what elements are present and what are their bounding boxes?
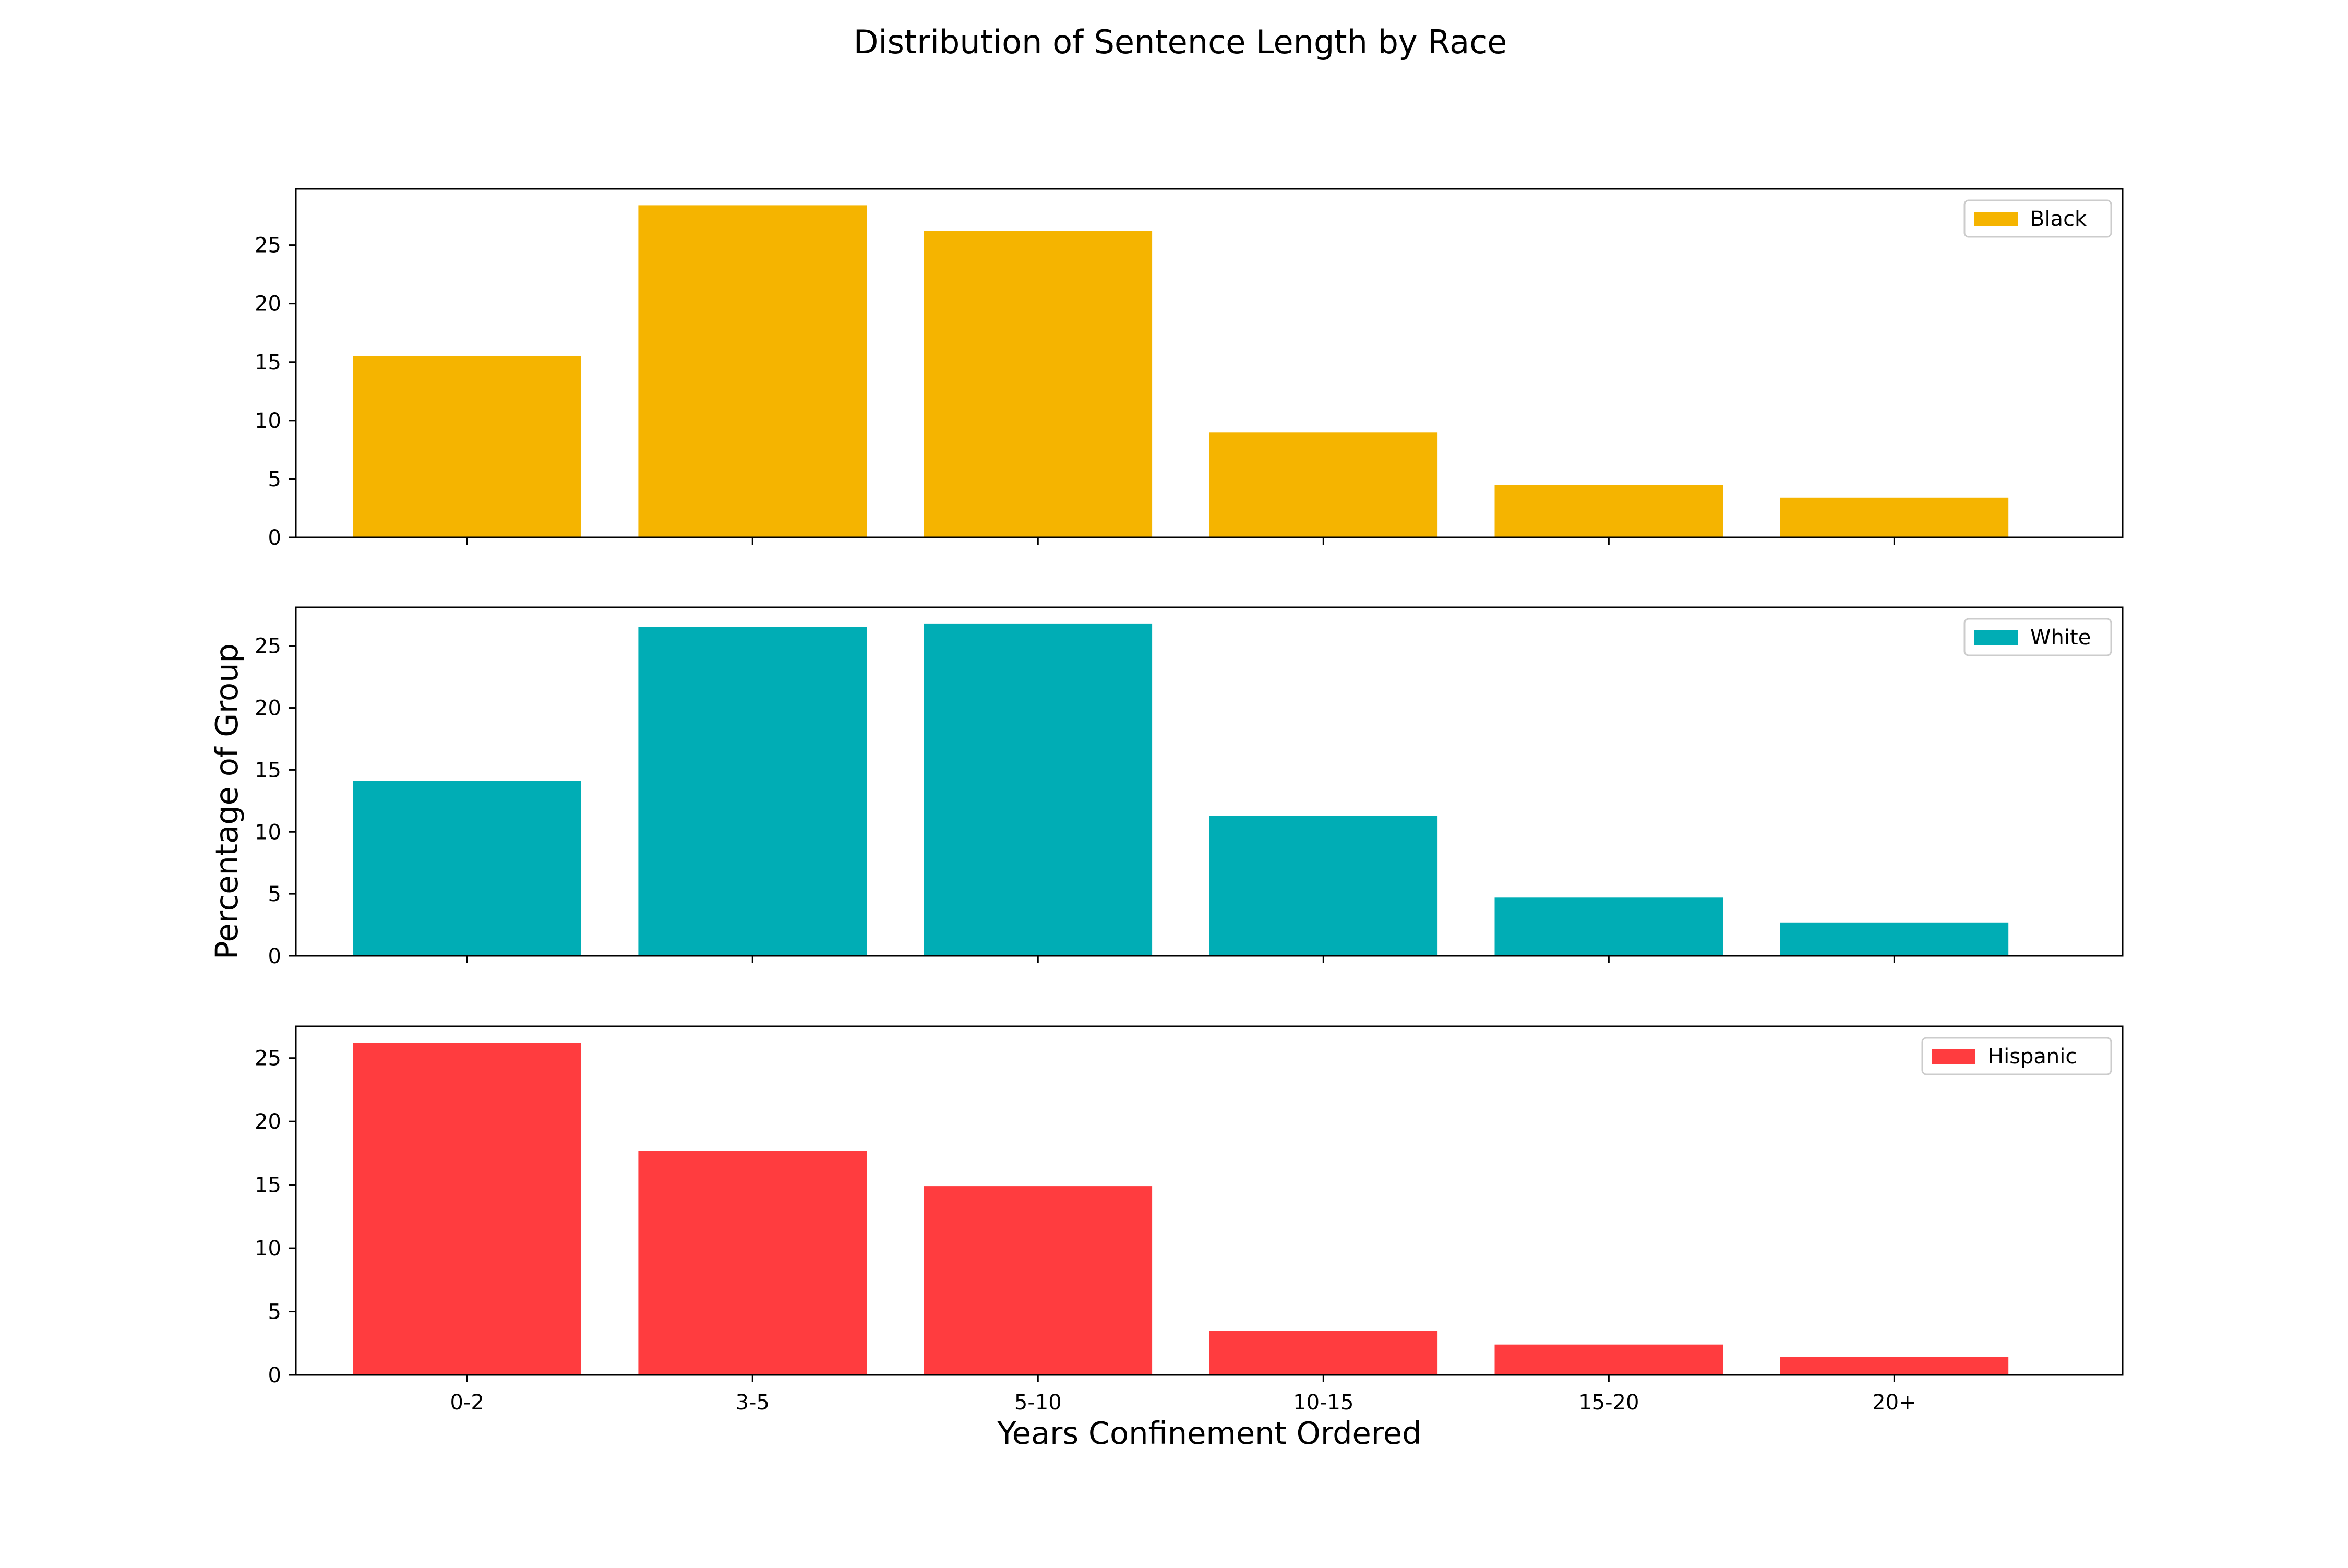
bar-hispanic-4 xyxy=(1494,1344,1723,1375)
bar-white-3 xyxy=(1209,816,1438,956)
x-tick-label: 10-15 xyxy=(1293,1391,1353,1415)
bar-hispanic-0 xyxy=(353,1043,581,1375)
axes-frame xyxy=(295,606,2124,957)
axes-frame xyxy=(295,188,2124,538)
bar-black-1 xyxy=(638,205,867,537)
y-tick-label: 10 xyxy=(255,409,281,433)
bar-black-4 xyxy=(1494,485,1723,537)
chart-panels: 0 5 10 15 20 25 Black 0 5 10 15 20 25 White 0-2 3-5 5-10… xyxy=(255,188,2124,1415)
legend-box xyxy=(1921,1037,2112,1075)
legend-swatch xyxy=(1974,630,2018,645)
y-tick-label: 25 xyxy=(255,635,281,659)
x-tick-label: 3-5 xyxy=(736,1391,770,1415)
y-tick-label: 25 xyxy=(255,1047,281,1071)
x-tick-label: 20+ xyxy=(1872,1391,1916,1415)
legend-label: Black xyxy=(2030,207,2087,231)
panel-0: 0 5 10 15 20 25 Black xyxy=(255,188,2124,550)
legend-swatch xyxy=(1932,1049,1975,1064)
bar-hispanic-2 xyxy=(924,1186,1153,1375)
y-tick-label: 10 xyxy=(255,820,281,844)
chart-title: Distribution of Sentence Length by Race xyxy=(854,23,1507,61)
y-tick-label: 20 xyxy=(255,292,281,316)
y-tick-label: 5 xyxy=(268,468,281,492)
x-tick-label: 15-20 xyxy=(1578,1391,1639,1415)
y-tick-label: 5 xyxy=(268,882,281,906)
y-axis-label: Percentage of Group xyxy=(209,643,245,960)
y-tick-label: 25 xyxy=(255,234,281,258)
x-tick-label: 5-10 xyxy=(1014,1391,1062,1415)
y-tick-label: 0 xyxy=(268,944,281,968)
y-tick-label: 15 xyxy=(255,351,281,375)
bar-white-0 xyxy=(353,781,581,956)
panel-1: 0 5 10 15 20 25 White xyxy=(255,606,2124,968)
legend-label: Hispanic xyxy=(1988,1045,2077,1069)
bar-black-5 xyxy=(1780,497,2009,537)
y-tick-label: 5 xyxy=(268,1300,281,1324)
axes-frame xyxy=(295,1025,2124,1376)
bar-white-2 xyxy=(924,623,1153,956)
y-tick-label: 15 xyxy=(255,758,281,782)
bar-white-5 xyxy=(1780,922,2009,956)
y-tick-label: 0 xyxy=(268,1363,281,1387)
x-tick-label: 0-2 xyxy=(450,1391,484,1415)
bar-hispanic-1 xyxy=(638,1151,867,1375)
bar-black-0 xyxy=(353,356,581,537)
legend-box xyxy=(1963,199,2112,238)
bar-black-2 xyxy=(924,231,1153,537)
legend-label: White xyxy=(2030,626,2091,650)
legend-box xyxy=(1963,618,2112,656)
y-tick-label: 20 xyxy=(255,697,281,721)
x-axis-label: Years Confinement Ordered xyxy=(997,1415,1421,1451)
bar-white-1 xyxy=(638,627,867,956)
bar-hispanic-3 xyxy=(1209,1331,1438,1375)
bar-black-3 xyxy=(1209,432,1438,537)
panel-2: 0-2 3-5 5-10 10-15 15-20 20+ 0 5 10 15 20 25 Hispani… xyxy=(255,1025,2124,1415)
y-tick-label: 10 xyxy=(255,1237,281,1261)
bar-white-4 xyxy=(1494,897,1723,956)
legend-swatch xyxy=(1974,212,2018,226)
bar-hispanic-5 xyxy=(1780,1357,2009,1375)
y-tick-label: 20 xyxy=(255,1110,281,1134)
y-tick-label: 15 xyxy=(255,1174,281,1198)
y-tick-label: 0 xyxy=(268,526,281,550)
